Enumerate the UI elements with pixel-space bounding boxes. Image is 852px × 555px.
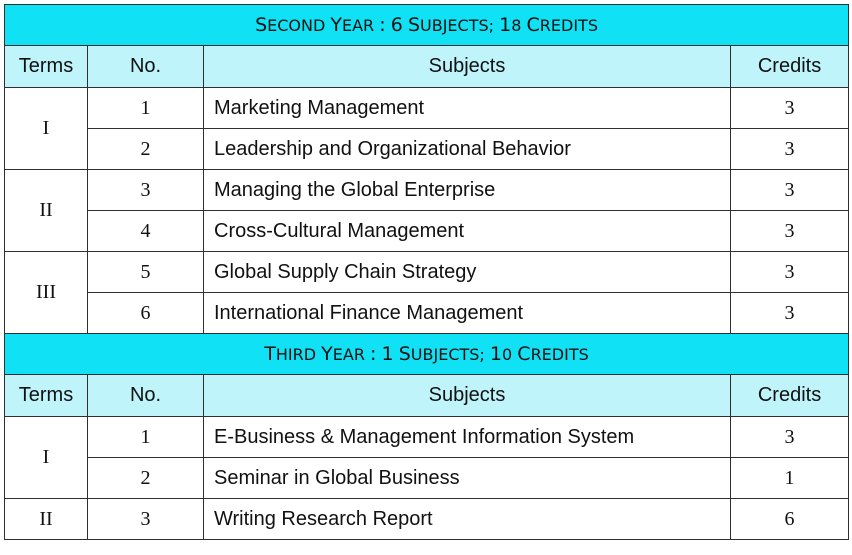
subject-cell: Marketing Management [203,87,731,129]
header-terms: Terms [4,374,88,417]
header-subjects: Subjects [203,45,731,88]
number-cell: 1 [87,87,204,129]
number-cell: 1 [87,416,204,458]
table-row: II 3 Managing the Global Enterprise 3 [4,169,850,252]
table-row: 4 Cross-Cultural Management 3 [5,210,850,252]
number-cell: 3 [87,169,204,211]
credits-cell: 6 [729,498,850,540]
number-cell: 6 [87,292,204,334]
third-year-title-row: THIRD YEAR : 1 SUBJECTS; 10 CREDITS [3,333,850,375]
number-cell: 3 [87,498,204,540]
number-cell: 5 [87,251,204,293]
credits-cell: 3 [729,169,850,211]
credits-cell: 3 [729,87,850,129]
subject-cell: Managing the Global Enterprise [203,169,731,211]
subject-cell: Global Supply Chain Strategy [203,251,731,293]
credits-cell: 3 [729,128,850,170]
credits-cell: 1 [729,457,850,499]
subject-cell: Cross-Cultural Management [203,210,731,252]
table-row: I 1 E-Business & Management Information … [4,416,850,499]
second-year-title: SECOND YEAR : 6 SUBJECTS; 18 CREDITS [3,4,850,46]
third-year-title: THIRD YEAR : 1 SUBJECTS; 10 CREDITS [3,333,850,375]
credits-cell: 3 [729,210,850,252]
subject-cell: Seminar in Global Business [203,457,731,499]
header-terms: Terms [4,45,88,88]
term-cell: II [4,498,88,540]
table-row: 2 Leadership and Organizational Behavior… [5,128,850,170]
term-cell: I [4,416,88,499]
header-credits: Credits [729,374,850,417]
table-row: I 1 Marketing Management 3 [4,87,850,170]
subject-cell: E-Business & Management Information Syst… [203,416,731,458]
table-row: III 5 Global Supply Chain Strategy 3 [4,251,850,334]
subject-cell: Leadership and Organizational Behavior [203,128,731,170]
curriculum-table-container: SECOND YEAR : 6 SUBJECTS; 18 CREDITS Ter… [3,4,850,540]
subject-cell: International Finance Management [203,292,731,334]
table-row: 6 International Finance Management 3 [5,292,850,334]
credits-cell: 3 [729,251,850,293]
term-cell: III [4,251,88,334]
number-cell: 4 [87,210,204,252]
table-row: II 3 Writing Research Report 6 [4,498,850,540]
curriculum-table: SECOND YEAR : 6 SUBJECTS; 18 CREDITS Ter… [3,4,850,540]
subject-cell: Writing Research Report [203,498,731,540]
second-year-title-row: SECOND YEAR : 6 SUBJECTS; 18 CREDITS [3,4,850,46]
header-subjects: Subjects [203,374,731,417]
credits-cell: 3 [729,292,850,334]
header-credits: Credits [729,45,850,88]
second-year-title-text: SECOND YEAR : 6 SUBJECTS; 18 CREDITS [255,14,598,36]
header-no: No. [87,45,204,88]
header-no: No. [87,374,204,417]
number-cell: 2 [87,128,204,170]
second-year-header-row: Terms No. Subjects Credits [4,45,850,88]
term-cell: II [4,169,88,252]
third-year-title-text: THIRD YEAR : 1 SUBJECTS; 10 CREDITS [264,343,589,365]
table-row: 2 Seminar in Global Business 1 [5,457,850,499]
third-year-header-row: Terms No. Subjects Credits [4,374,850,417]
number-cell: 2 [87,457,204,499]
credits-cell: 3 [729,416,850,458]
term-cell: I [4,87,88,170]
